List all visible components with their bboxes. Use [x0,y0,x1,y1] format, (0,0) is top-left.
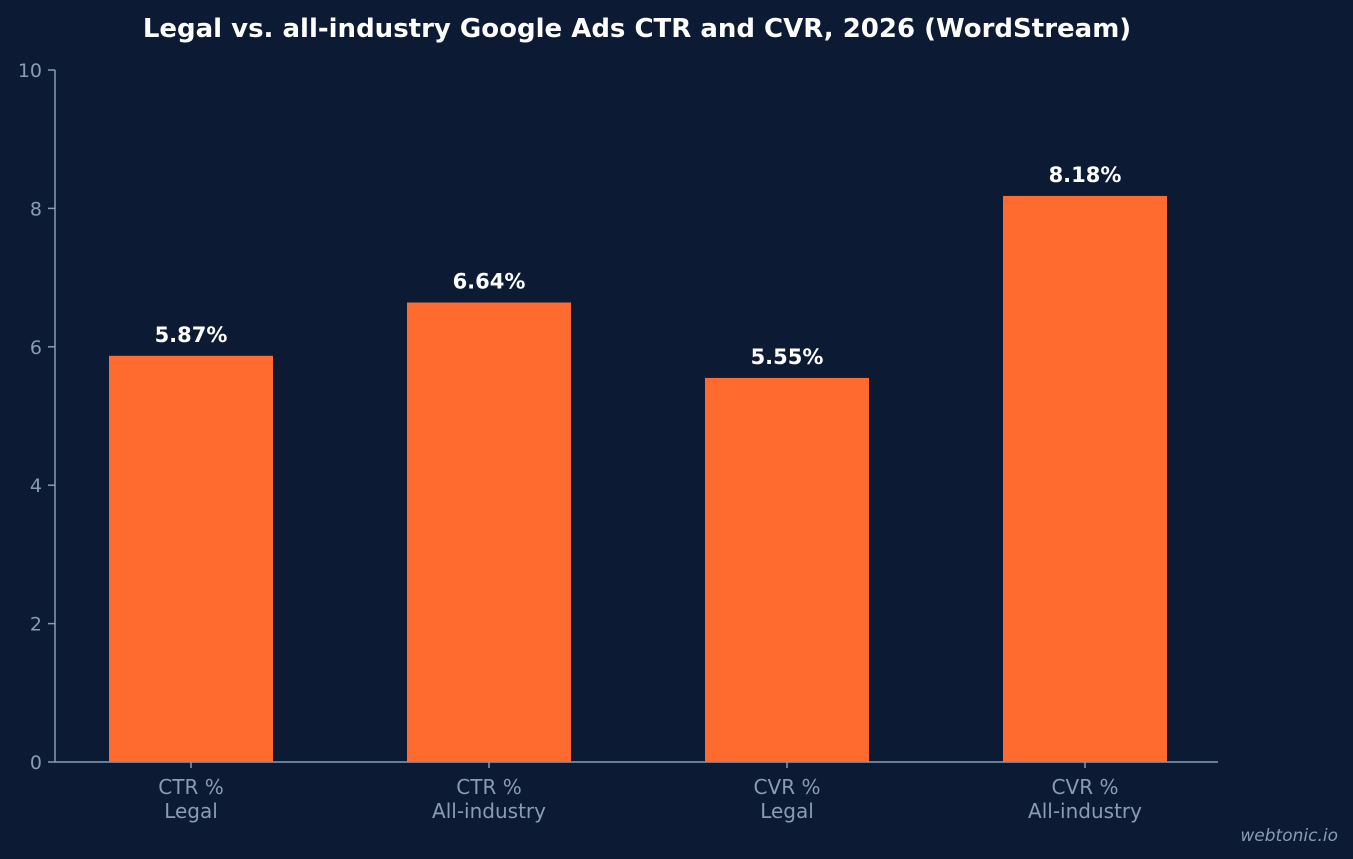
y-tick-label: 10 [18,60,42,82]
y-axis-ticks: 0 2 4 6 8 10 [18,60,55,774]
x-tick-label: Legal [164,799,218,823]
bars-group: 5.87% 6.64% 5.55% 8.18% [109,163,1167,763]
bar-value-label: 6.64% [453,270,526,294]
x-tick-label: All-industry [432,799,546,823]
bar-value-label: 8.18% [1049,163,1122,187]
x-tick-label: CVR % [1052,775,1119,799]
x-tick-label: All-industry [1028,799,1142,823]
y-tick-label: 2 [30,614,42,636]
x-tick-label: CTR % [158,775,223,799]
x-tick-label: Legal [760,799,814,823]
bar [109,355,273,762]
bar-value-label: 5.55% [751,345,824,369]
y-tick-label: 6 [30,337,42,359]
x-tick-label: CVR % [754,775,821,799]
bar [705,377,869,762]
bar [1003,195,1167,763]
chart-title: Legal vs. all-industry Google Ads CTR an… [143,14,1131,44]
bar-value-label: 5.87% [155,323,228,347]
watermark: webtonic.io [1240,826,1338,846]
y-tick-label: 8 [30,198,42,220]
y-tick-label: 4 [30,475,42,497]
bar [407,302,571,762]
x-tick-label: CTR % [456,775,521,799]
y-tick-label: 0 [30,752,42,774]
